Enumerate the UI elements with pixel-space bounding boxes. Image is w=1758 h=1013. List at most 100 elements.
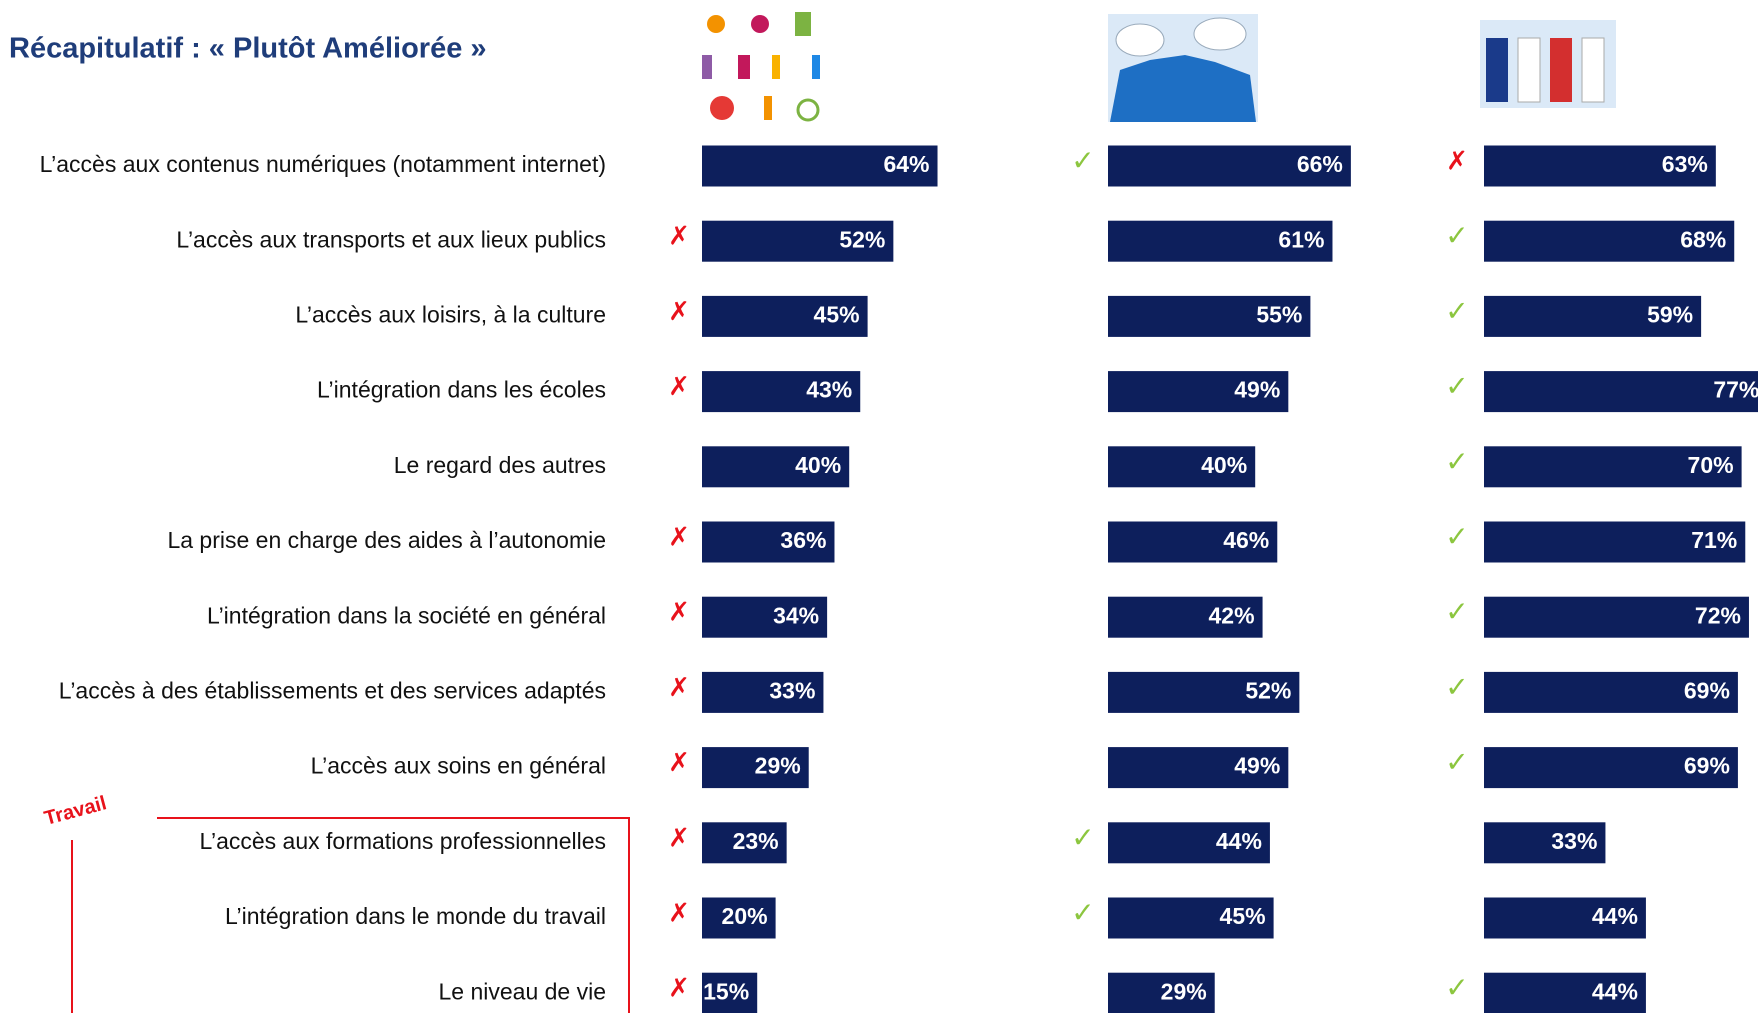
bar: [702, 220, 894, 262]
value-label: 34%: [773, 602, 819, 628]
bracket: [157, 817, 630, 1013]
category-label: L’accès aux transports et aux lieux publ…: [176, 226, 606, 252]
bar: [1108, 446, 1256, 488]
value-label: 66%: [1297, 151, 1343, 177]
bar: [702, 747, 809, 789]
value-label: 52%: [839, 226, 885, 252]
category-label: La prise en charge des aides à l’autonom…: [167, 527, 606, 553]
annotation: Travail: [42, 792, 109, 830]
value-label: 29%: [755, 753, 801, 779]
value-label: 20%: [722, 903, 768, 929]
icon-disability: [702, 12, 820, 122]
value-label: 44%: [1216, 828, 1262, 854]
bar: [1484, 220, 1735, 262]
value-label: 40%: [795, 452, 841, 478]
value-label: 63%: [1662, 151, 1708, 177]
bar: [1108, 220, 1333, 262]
category-label: L’accès aux formations professionnelles: [199, 828, 606, 854]
value-label: 45%: [1220, 903, 1266, 929]
marker: ✓: [1445, 595, 1468, 628]
marker: ✓: [1445, 445, 1468, 478]
bar: [702, 446, 850, 488]
bar: [1484, 596, 1749, 638]
bar: [702, 596, 828, 638]
marker: ✗: [668, 372, 690, 402]
bar: [1484, 446, 1742, 488]
marker: ✓: [1445, 746, 1468, 779]
value-label: 55%: [1256, 301, 1302, 327]
category-label: L’accès aux loisirs, à la culture: [295, 301, 606, 327]
marker: ✓: [1445, 670, 1468, 703]
bar: [1108, 145, 1351, 187]
marker: ✗: [668, 598, 690, 628]
value-label: 29%: [1161, 978, 1207, 1004]
category-label: L’accès aux soins en général: [311, 753, 606, 779]
marker: ✗: [668, 899, 690, 929]
value-label: 45%: [814, 301, 860, 327]
marker: ✗: [668, 297, 690, 327]
bar: [1484, 747, 1738, 789]
value-label: 46%: [1223, 527, 1269, 553]
marker: ✓: [1445, 370, 1468, 403]
category-label: Le regard des autres: [394, 452, 606, 478]
value-label: 42%: [1209, 602, 1255, 628]
value-label: 77%: [1713, 377, 1758, 403]
bar: [1108, 521, 1278, 563]
value-label: 69%: [1684, 677, 1730, 703]
value-label: 64%: [883, 151, 929, 177]
value-label: 71%: [1691, 527, 1737, 553]
bar: [1484, 897, 1646, 939]
icon-crowd: [1108, 14, 1258, 122]
bar: [702, 671, 824, 713]
marker: ✓: [1445, 294, 1468, 327]
value-label: 68%: [1680, 226, 1726, 252]
bar: [1484, 972, 1646, 1013]
value-label: 44%: [1592, 978, 1638, 1004]
bar: [1108, 295, 1311, 337]
value-label: 23%: [733, 828, 779, 854]
bar: [702, 972, 758, 1013]
value-label: 40%: [1201, 452, 1247, 478]
category-label: L’intégration dans la société en général: [207, 602, 606, 628]
marker: ✗: [668, 974, 690, 1004]
value-label: 49%: [1234, 753, 1280, 779]
bar: [1108, 371, 1289, 413]
bar: [702, 295, 868, 337]
value-label: 61%: [1278, 226, 1324, 252]
value-label: 70%: [1688, 452, 1734, 478]
marker: ✓: [1071, 821, 1094, 854]
marker: ✗: [668, 823, 690, 853]
bar: [1108, 596, 1263, 638]
category-label: Le niveau de vie: [438, 978, 606, 1004]
category-label: L’intégration dans le monde du travail: [225, 903, 606, 929]
marker: ✓: [1071, 144, 1094, 177]
value-label: 69%: [1684, 753, 1730, 779]
marker: ✓: [1445, 520, 1468, 553]
bar: [1484, 371, 1758, 413]
marker: ✓: [1445, 219, 1468, 252]
value-label: 33%: [1551, 828, 1597, 854]
bar: [1108, 671, 1300, 713]
bar: [702, 822, 787, 864]
value-label: 59%: [1647, 301, 1693, 327]
value-label: 15%: [703, 978, 749, 1004]
bar: [1484, 145, 1716, 187]
value-label: 72%: [1695, 602, 1741, 628]
marker: ✗: [668, 673, 690, 703]
value-label: 43%: [806, 377, 852, 403]
value-label: 52%: [1245, 677, 1291, 703]
bar: [1108, 747, 1289, 789]
bar: [1484, 295, 1702, 337]
bar: [1484, 822, 1606, 864]
value-label: 44%: [1592, 903, 1638, 929]
bar: [702, 145, 938, 187]
bar: [702, 371, 861, 413]
bar: [1108, 822, 1270, 864]
value-label: 33%: [769, 677, 815, 703]
value-label: 36%: [780, 527, 826, 553]
bar: [1484, 671, 1738, 713]
bar: [1484, 521, 1746, 563]
category-label: L’intégration dans les écoles: [317, 377, 606, 403]
category-label: L’accès à des établissements et des serv…: [59, 677, 606, 703]
